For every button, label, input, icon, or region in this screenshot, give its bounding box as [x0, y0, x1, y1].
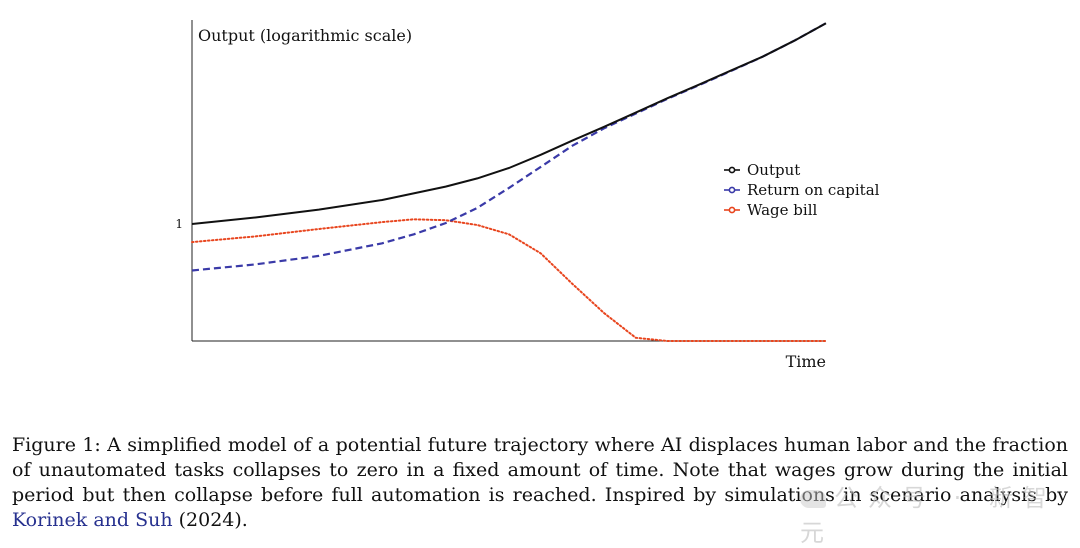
figure-caption: Figure 1: A simplified model of a potent… [12, 433, 1068, 533]
legend-marker-wage-bill [728, 206, 736, 214]
series-layer [191, 22, 827, 342]
series-line-output [191, 22, 827, 225]
legend-label-return-on-capital: Return on capital [747, 181, 880, 199]
caption-end: . [241, 509, 248, 531]
y-tick-label: 1 [175, 217, 183, 231]
citation-link[interactable]: Korinek and Suh [12, 509, 173, 531]
y-axis-label: Output (logarithmic scale) [198, 26, 412, 45]
citation-year: (2024) [172, 509, 242, 531]
series-line-wage-bill [191, 218, 827, 342]
legend-marker-output [728, 166, 736, 174]
axes: Output (logarithmic scale) Time 1 [175, 20, 826, 371]
caption-text: Figure 1: A simplified model of a potent… [12, 434, 1068, 506]
chart: Output (logarithmic scale) Time 1 Output Re… [175, 20, 880, 371]
legend: Output Return on capital Wage bill [724, 161, 880, 219]
legend-marker-return-on-capital [728, 186, 736, 194]
legend-label-output: Output [747, 161, 800, 179]
x-axis-label: Time [786, 352, 826, 371]
legend-label-wage-bill: Wage bill [747, 201, 818, 219]
